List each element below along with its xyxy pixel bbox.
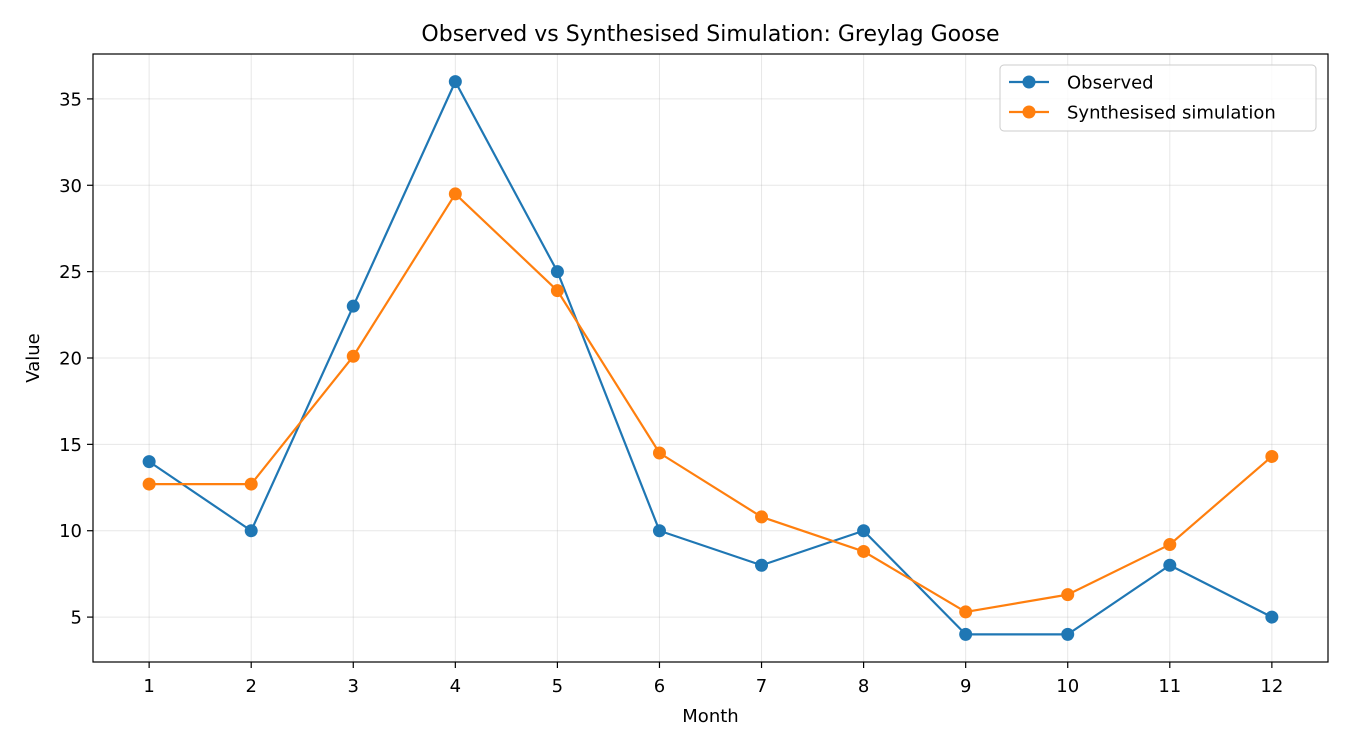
- legend-marker-synthesised: [1022, 105, 1036, 119]
- data-point-synthesised-simulation: [346, 349, 360, 363]
- legend-item-synthesised: Synthesised simulation: [1009, 103, 1276, 124]
- y-axis-label: Value: [23, 333, 44, 382]
- legend-item-observed: Observed: [1009, 73, 1154, 94]
- data-point-synthesised-simulation: [959, 605, 973, 619]
- legend-marker-observed: [1022, 75, 1036, 89]
- data-point-observed: [550, 265, 564, 279]
- x-tick-label: 2: [245, 676, 256, 697]
- data-point-observed: [244, 524, 258, 538]
- data-point-observed: [959, 627, 973, 641]
- legend-label-synthesised: Synthesised simulation: [1067, 103, 1276, 124]
- x-tick-label: 11: [1158, 676, 1181, 697]
- data-point-observed: [142, 455, 156, 469]
- legend: Observed Synthesised simulation: [999, 64, 1317, 132]
- data-point-observed: [1163, 558, 1177, 572]
- data-point-synthesised-simulation: [755, 510, 769, 524]
- x-tick-label: 10: [1056, 676, 1079, 697]
- x-tick-label: 5: [552, 676, 563, 697]
- series-observed: [142, 75, 1279, 641]
- data-point-synthesised-simulation: [1061, 588, 1075, 602]
- x-tick-label: 9: [960, 676, 971, 697]
- data-point-observed: [1061, 627, 1075, 641]
- y-tick-label: 20: [59, 349, 82, 370]
- data-point-synthesised-simulation: [142, 477, 156, 491]
- y-tick-label: 15: [59, 435, 82, 456]
- grid-lines: [93, 54, 1328, 662]
- data-point-synthesised-simulation: [1265, 449, 1279, 463]
- data-point-synthesised-simulation: [244, 477, 258, 491]
- x-tick-label: 6: [654, 676, 665, 697]
- y-tick-label: 35: [59, 89, 82, 110]
- y-tick-label: 25: [59, 262, 82, 283]
- x-tick-label: 12: [1260, 676, 1283, 697]
- data-point-observed: [857, 524, 871, 538]
- series-synthesised-simulation: [142, 187, 1279, 619]
- y-tick-label: 10: [59, 521, 82, 542]
- data-point-observed: [448, 75, 462, 89]
- series-line-observed: [148, 80, 1273, 636]
- data-point-synthesised-simulation: [652, 446, 666, 460]
- legend-box: [999, 64, 1317, 132]
- x-tick-label: 4: [450, 676, 461, 697]
- data-point-observed: [652, 524, 666, 538]
- data-point-observed: [1265, 610, 1279, 624]
- series-line-synthesised-simulation: [149, 192, 1273, 614]
- y-axis-ticks: 5 10 15 20 25 30 35: [59, 89, 93, 629]
- data-point-observed: [755, 558, 769, 572]
- data-point-synthesised-simulation: [448, 187, 462, 201]
- x-axis-label: Month: [682, 706, 738, 727]
- x-tick-label: 3: [348, 676, 359, 697]
- x-tick-label: 7: [756, 676, 767, 697]
- x-axis-ticks: 1 2 3 4 5 6 7 8 9 10 11 12: [143, 662, 1283, 697]
- y-tick-label: 5: [71, 608, 82, 629]
- legend-label-observed: Observed: [1067, 73, 1154, 94]
- data-point-synthesised-simulation: [550, 284, 564, 298]
- data-point-observed: [346, 299, 360, 313]
- chart-title: Observed vs Synthesised Simulation: Grey…: [421, 22, 999, 47]
- x-tick-label: 8: [858, 676, 869, 697]
- data-point-synthesised-simulation: [857, 544, 871, 558]
- y-tick-label: 30: [59, 176, 82, 197]
- series-layer: [142, 75, 1279, 641]
- data-point-synthesised-simulation: [1163, 538, 1177, 552]
- x-tick-label: 1: [143, 676, 154, 697]
